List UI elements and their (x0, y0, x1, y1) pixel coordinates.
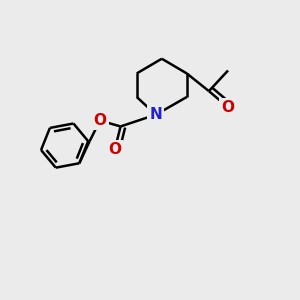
Text: O: O (93, 113, 106, 128)
Text: O: O (221, 100, 235, 115)
Text: O: O (108, 142, 121, 158)
Text: N: N (149, 107, 162, 122)
